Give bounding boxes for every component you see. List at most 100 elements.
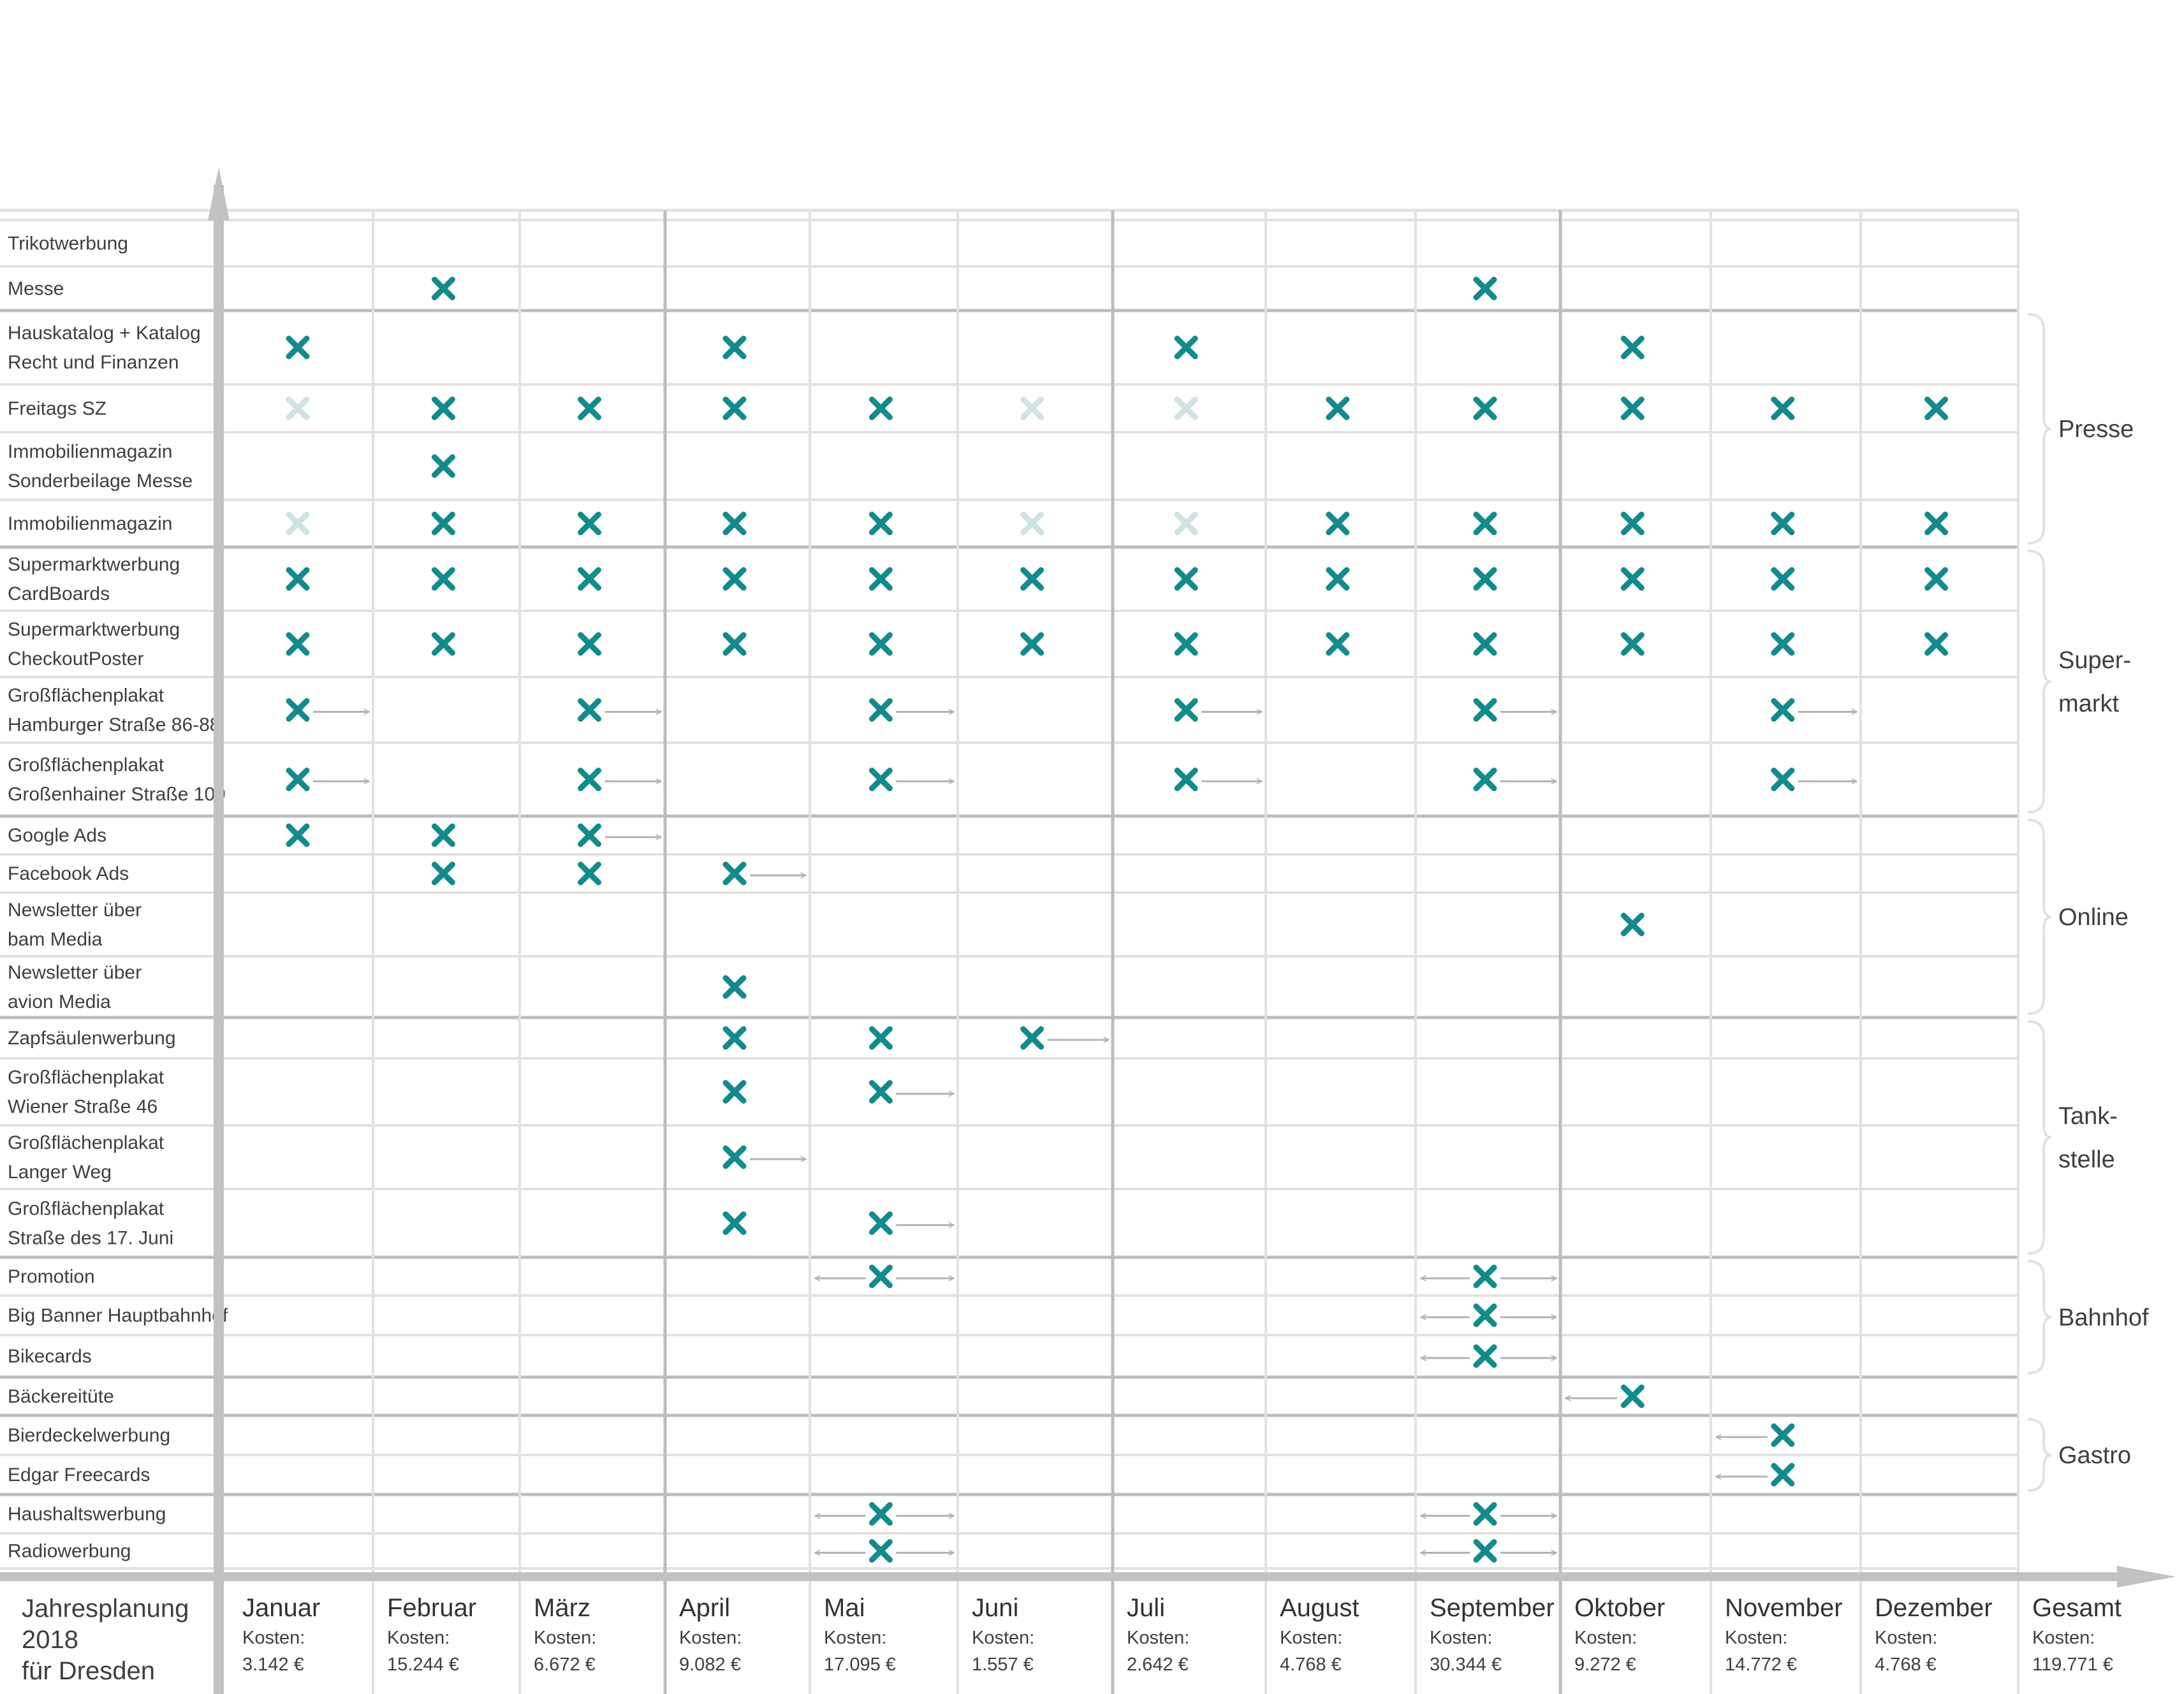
- row-label: Immobilienmagazin: [8, 513, 172, 534]
- plan-mark: [1174, 335, 1198, 360]
- mark-stroke: [1771, 768, 1795, 791]
- row-label: Zapfsäulenwerbung: [8, 1028, 176, 1049]
- mark-stroke: [1020, 1026, 1044, 1050]
- mark-stroke: [286, 567, 310, 591]
- row-label: Großflächenplakat: [8, 685, 165, 706]
- plan-mark: [868, 567, 893, 591]
- row-label: Google Ads: [8, 825, 106, 846]
- month-name: Januar: [242, 1594, 320, 1622]
- row-label: Haushaltswerbung: [8, 1504, 166, 1525]
- row-label: Trikotwerbung: [8, 233, 128, 254]
- mark-stroke: [868, 698, 893, 722]
- category-label: Tank-: [2058, 1103, 2118, 1130]
- plan-mark: [577, 632, 601, 656]
- mark-stroke: [286, 335, 310, 360]
- plan-mark-paused: [286, 511, 310, 536]
- row-label: Bierdeckelwerbung: [8, 1425, 170, 1446]
- month-name: Mai: [824, 1594, 865, 1622]
- plan-mark: [1620, 567, 1645, 591]
- plan-mark: [1716, 1423, 1795, 1447]
- mark-stroke: [1326, 632, 1350, 656]
- plan-mark: [577, 823, 661, 847]
- row-label: Big Banner Hauptbahnhof: [8, 1305, 228, 1326]
- plan-mark: [1020, 1026, 1109, 1050]
- mark-stroke: [1174, 567, 1198, 591]
- plan-mark: [286, 698, 369, 722]
- mark-stroke: [577, 823, 601, 847]
- category-bracket: [2027, 1418, 2052, 1492]
- plan-mark: [286, 567, 310, 591]
- cost-value: 15.244 €: [387, 1654, 459, 1675]
- plan-mark: [577, 768, 661, 791]
- month-name: August: [1280, 1594, 1360, 1622]
- plan-mark: [722, 567, 747, 591]
- mark-stroke: [1174, 397, 1198, 420]
- mark-stroke: [868, 1539, 893, 1563]
- mark-stroke: [286, 511, 310, 536]
- plan-mark: [1174, 632, 1198, 656]
- plan-mark: [1473, 277, 1497, 300]
- row-label: Newsletter über: [8, 900, 142, 921]
- mark-stroke: [1924, 567, 1949, 591]
- cost-label: Kosten:: [1430, 1628, 1492, 1648]
- plan-mark: [868, 1211, 954, 1235]
- month-name: März: [534, 1594, 590, 1622]
- mark-stroke: [1620, 567, 1645, 591]
- plan-mark: [431, 277, 455, 300]
- row-labels: Trikotwerbung Messe Hauskatalog + Katalog R…: [8, 233, 228, 1562]
- mark-stroke: [1020, 397, 1044, 420]
- plan-mark: [431, 632, 455, 656]
- plan-mark: [722, 975, 747, 999]
- plan-mark: [286, 632, 310, 656]
- mark-stroke: [431, 632, 455, 656]
- mark-stroke: [1174, 335, 1198, 360]
- plan-mark: [1473, 511, 1497, 536]
- plan-mark: [577, 861, 601, 886]
- plan-mark: [1620, 335, 1645, 360]
- mark-stroke: [1020, 632, 1044, 656]
- row-label: Großflächenplakat: [8, 1199, 165, 1220]
- mark-stroke: [286, 632, 310, 656]
- plan-mark-paused: [286, 397, 310, 420]
- mark-stroke: [1620, 335, 1645, 360]
- row-label: bam Media: [8, 929, 103, 950]
- cost-value: 1.557 €: [972, 1654, 1034, 1675]
- plan-mark: [1020, 632, 1044, 656]
- category-label: markt: [2058, 690, 2119, 717]
- mark-stroke: [868, 511, 893, 536]
- plan-mark: [722, 1080, 747, 1104]
- plan-mark: [1421, 1303, 1557, 1327]
- cost-label: Kosten:: [242, 1628, 305, 1648]
- plan-mark: [286, 768, 369, 791]
- category-bracket: [2027, 819, 2052, 1015]
- plan-mark: [1771, 768, 1857, 791]
- category-bracket: [2027, 1020, 2052, 1255]
- mark-stroke: [286, 698, 310, 722]
- plan-mark: [722, 511, 747, 536]
- mark-stroke: [868, 1211, 893, 1235]
- row-label: Großflächenplakat: [8, 1067, 165, 1088]
- plan-mark: [1421, 1539, 1557, 1563]
- row-label: Großflächenplakat: [8, 755, 165, 776]
- mark-stroke: [1473, 698, 1497, 722]
- mark-stroke: [868, 1502, 893, 1526]
- plan-mark: [1620, 511, 1645, 536]
- plan-mark: [1565, 1384, 1645, 1408]
- category-label: Bahnhof: [2058, 1304, 2149, 1331]
- cost-value: 6.672 €: [534, 1654, 596, 1675]
- month-name: September: [1430, 1594, 1555, 1622]
- mark-stroke: [1771, 1423, 1795, 1447]
- plan-mark: [1326, 632, 1350, 656]
- mark-stroke: [868, 1264, 893, 1289]
- category-label: Gastro: [2058, 1442, 2131, 1469]
- row-label: Supermarktwerbung: [8, 554, 180, 575]
- mark-stroke: [868, 768, 893, 791]
- mark-stroke: [722, 335, 747, 360]
- plan-mark-paused: [1174, 511, 1198, 536]
- row-label: Radiowerbung: [8, 1541, 131, 1562]
- mark-stroke: [1473, 1303, 1497, 1327]
- mark-stroke: [1620, 397, 1645, 420]
- plan-marks: [286, 277, 1949, 1563]
- mark-stroke: [1620, 912, 1645, 937]
- mark-stroke: [722, 861, 747, 886]
